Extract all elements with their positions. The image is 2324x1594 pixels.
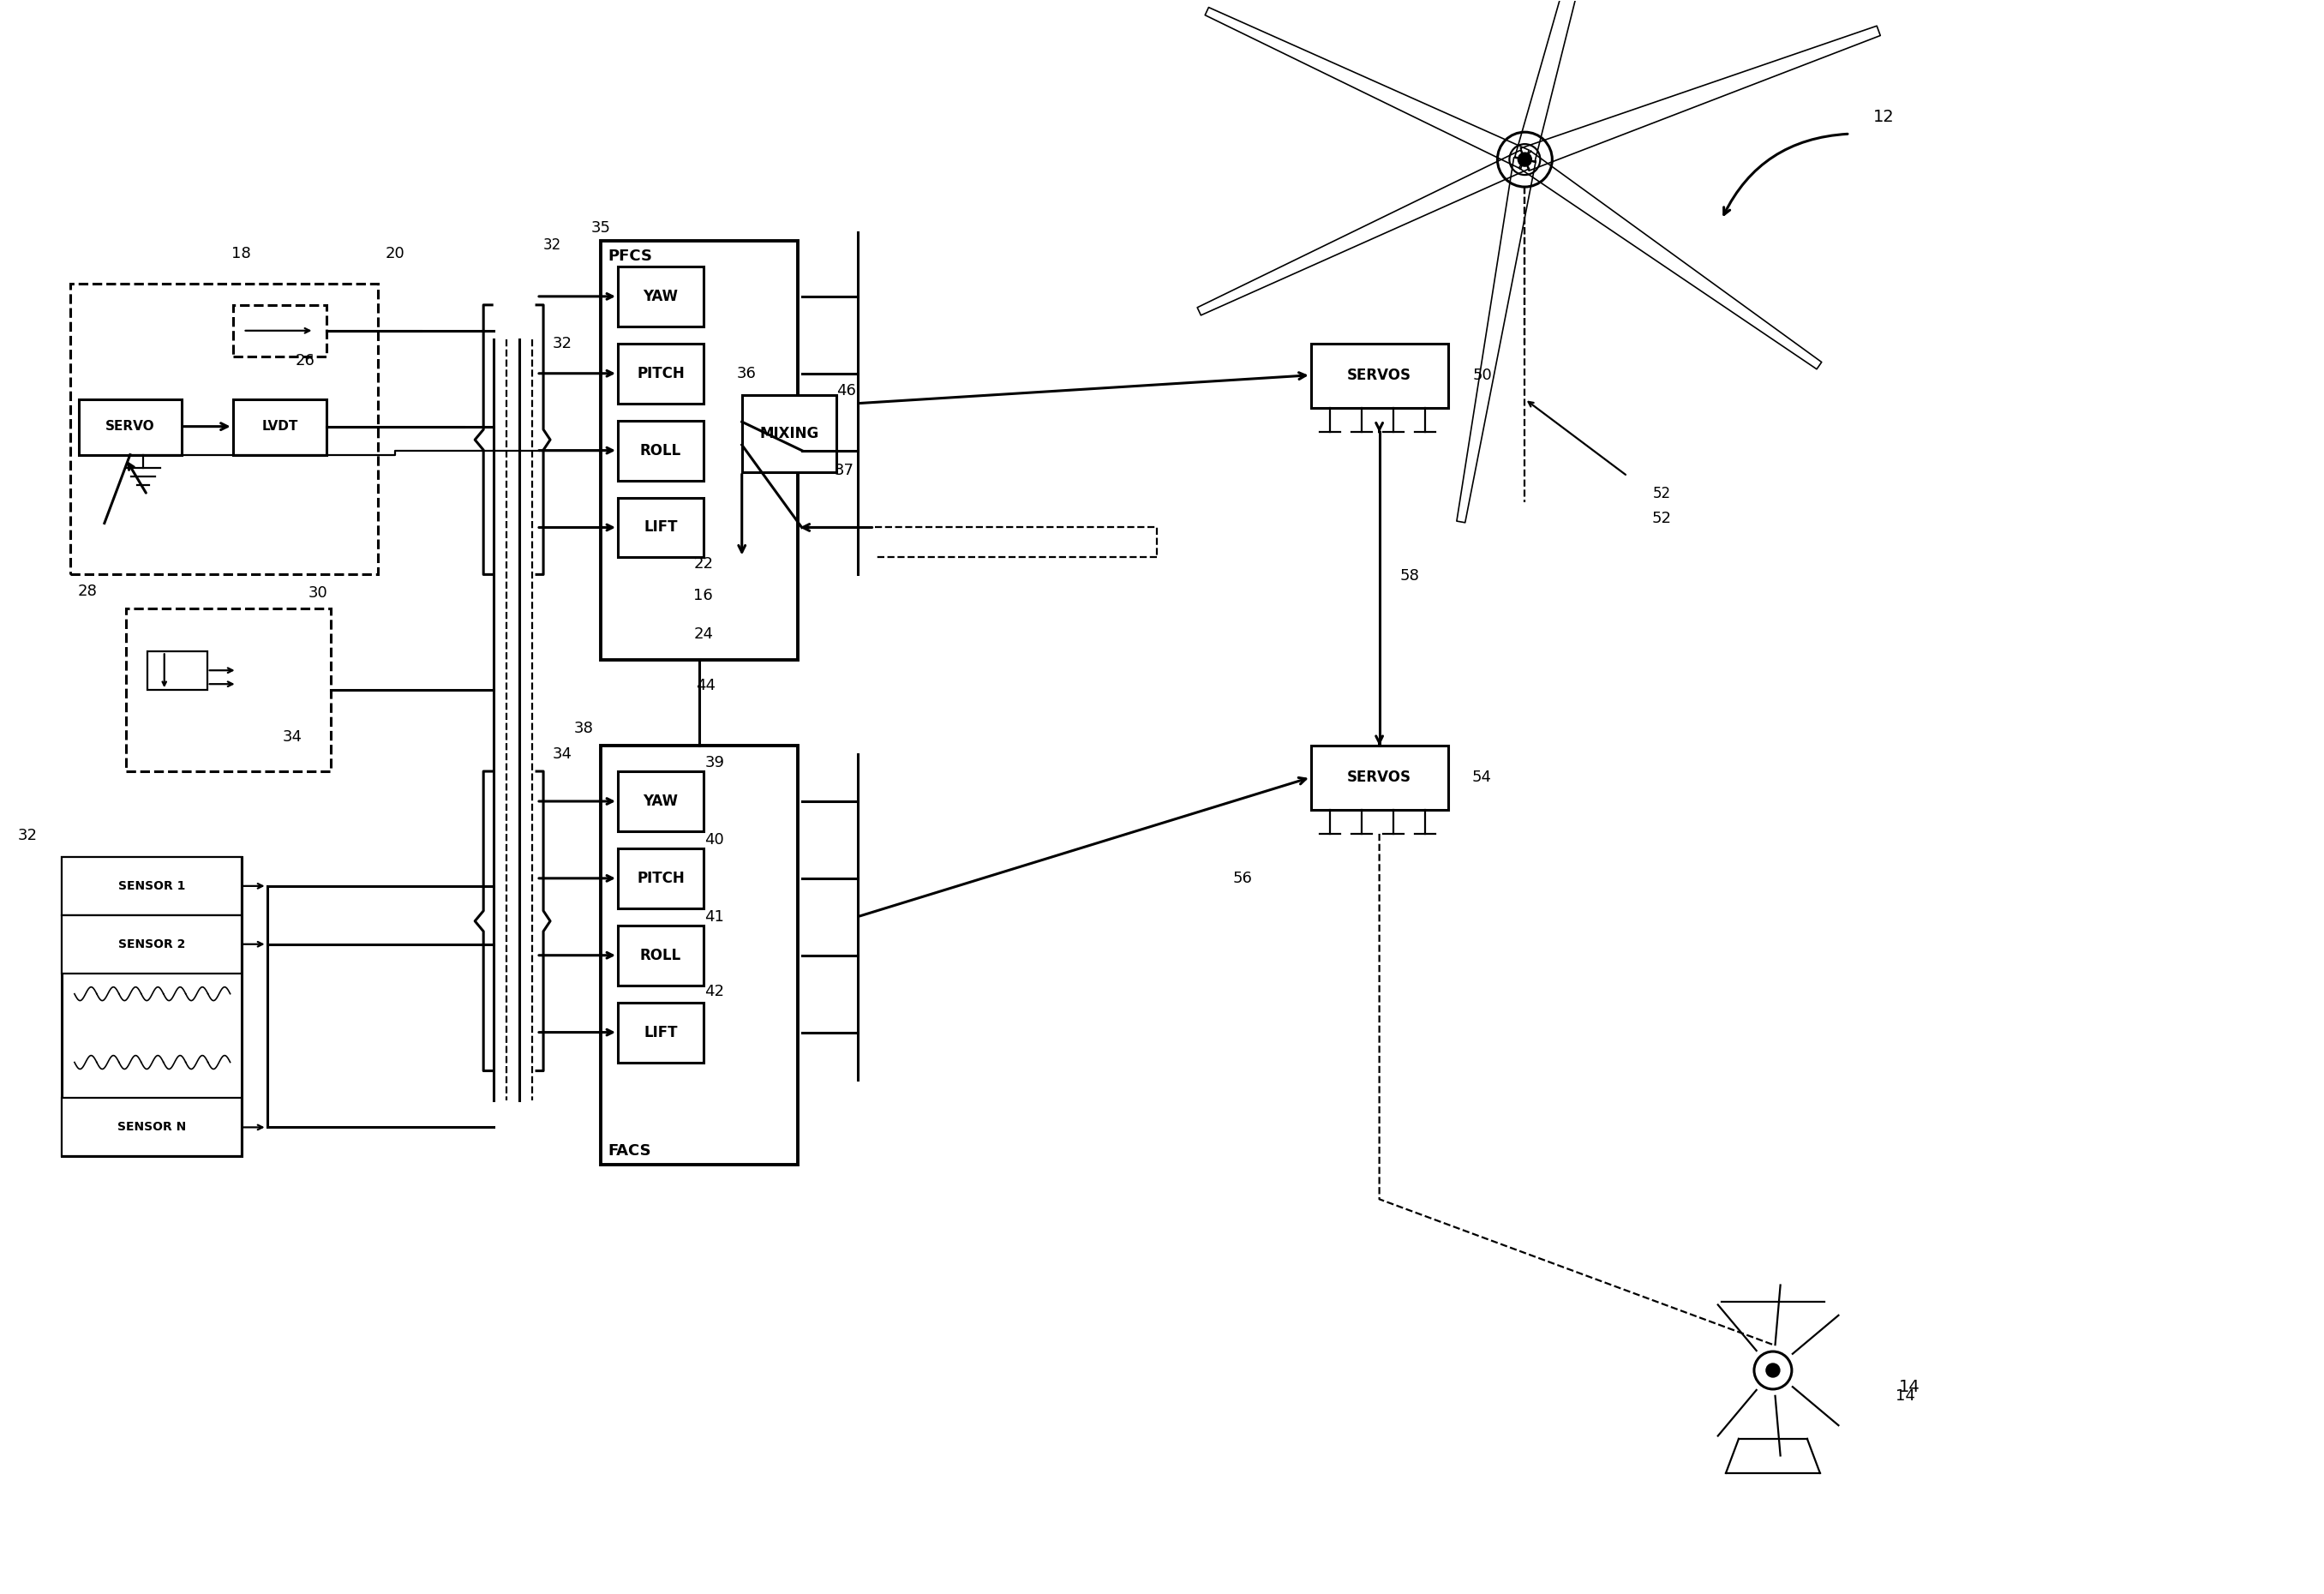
Bar (232, 398, 328, 454)
Bar (600, 241, 797, 660)
Text: 32: 32 (544, 238, 560, 253)
Text: 16: 16 (693, 588, 713, 604)
Bar (618, 1003, 704, 1062)
Text: 20: 20 (386, 245, 404, 261)
Polygon shape (1206, 8, 1529, 169)
Bar (79, 398, 181, 454)
Bar (618, 848, 704, 909)
Text: YAW: YAW (644, 289, 679, 304)
Text: YAW: YAW (644, 794, 679, 810)
Text: 52: 52 (1652, 512, 1671, 526)
Text: ROLL: ROLL (639, 443, 681, 457)
Bar (1311, 746, 1448, 810)
Bar (63, 858, 242, 1156)
Circle shape (1518, 153, 1532, 166)
Text: PITCH: PITCH (637, 870, 686, 886)
Polygon shape (1197, 150, 1529, 316)
Text: 44: 44 (697, 677, 716, 693)
Circle shape (1508, 143, 1541, 175)
Text: 42: 42 (704, 983, 725, 999)
Text: SENSOR 1: SENSOR 1 (119, 880, 186, 893)
Text: 39: 39 (704, 756, 725, 770)
Circle shape (1766, 1363, 1780, 1377)
Polygon shape (1520, 26, 1880, 171)
Bar (70, 284, 379, 574)
Text: 32: 32 (553, 336, 572, 351)
Text: 12: 12 (1873, 108, 1894, 124)
Text: FACS: FACS (607, 1143, 651, 1159)
Text: ROLL: ROLL (639, 947, 681, 963)
Text: SERVOS: SERVOS (1348, 770, 1411, 784)
Text: LIFT: LIFT (644, 520, 679, 536)
Bar (618, 421, 704, 480)
Text: PFCS: PFCS (607, 249, 653, 265)
Text: 34: 34 (284, 730, 302, 744)
Bar (125, 609, 330, 771)
Text: 22: 22 (693, 556, 713, 572)
Bar (618, 497, 704, 558)
Text: 58: 58 (1399, 569, 1420, 583)
Text: SENSOR 2: SENSOR 2 (119, 939, 186, 950)
Text: 41: 41 (704, 909, 725, 925)
Text: 40: 40 (704, 832, 725, 848)
Text: 36: 36 (737, 365, 755, 381)
Text: MIXING: MIXING (760, 426, 818, 442)
Text: 50: 50 (1473, 368, 1492, 383)
Bar (618, 343, 704, 403)
Polygon shape (1520, 151, 1822, 370)
Bar (618, 926, 704, 985)
Polygon shape (1457, 158, 1536, 523)
Bar (741, 395, 837, 472)
Text: SENSOR N: SENSOR N (116, 1121, 186, 1133)
Text: 28: 28 (77, 583, 98, 599)
Bar (618, 771, 704, 830)
Text: LVDT: LVDT (263, 421, 297, 434)
Text: PITCH: PITCH (637, 365, 686, 381)
Text: 54: 54 (1471, 770, 1492, 784)
Text: 30: 30 (309, 585, 328, 601)
Text: SERVOS: SERVOS (1348, 368, 1411, 383)
Text: 37: 37 (834, 462, 855, 478)
Circle shape (1497, 132, 1552, 186)
Text: 18: 18 (232, 245, 251, 261)
Text: 38: 38 (574, 720, 593, 736)
Text: LIFT: LIFT (644, 1025, 679, 1039)
Text: 14: 14 (1896, 1388, 1915, 1404)
Text: 32: 32 (19, 827, 37, 843)
Bar (1311, 343, 1448, 408)
Text: 46: 46 (837, 383, 855, 398)
Text: 35: 35 (590, 220, 611, 236)
Text: 24: 24 (693, 626, 713, 642)
Text: 26: 26 (295, 352, 316, 368)
Bar (63, 1098, 242, 1156)
Bar (63, 915, 242, 974)
Bar (618, 266, 704, 327)
Bar (63, 858, 242, 915)
Text: SERVO: SERVO (105, 421, 156, 434)
Text: 52: 52 (1652, 486, 1671, 501)
Polygon shape (1515, 0, 1622, 163)
Text: 56: 56 (1232, 870, 1253, 886)
Bar (600, 746, 797, 1165)
Text: 14: 14 (1899, 1379, 1920, 1396)
Text: 34: 34 (553, 746, 572, 762)
Bar (232, 304, 328, 357)
Bar (146, 652, 207, 690)
